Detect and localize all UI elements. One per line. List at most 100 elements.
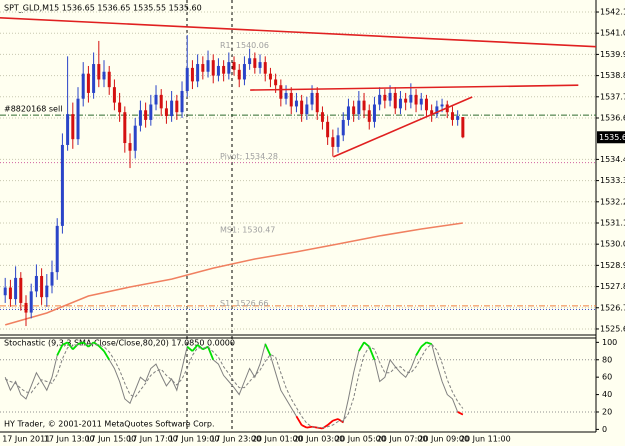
candle-body (237, 69, 241, 80)
stochastic-zone (103, 350, 110, 361)
stochastic-zone (332, 418, 339, 422)
y-tick-label: 1527.85 (600, 282, 625, 291)
level-label: S1: 1526.66 (220, 299, 269, 308)
candle-body (388, 92, 392, 101)
chart-title: SPT_GLD,M15 1536.65 1536.65 1535.55 1535… (4, 4, 202, 13)
stochastic-zone (301, 424, 308, 429)
candle-body (24, 302, 28, 313)
x-tick-label: 20 Jun 01:00 (252, 435, 303, 444)
x-tick-label: 17 Jun 19:00 (169, 435, 220, 444)
y-tick-label: 0 (602, 425, 607, 434)
candle-body (336, 135, 340, 147)
candle-body (97, 64, 101, 80)
candle-body (341, 119, 345, 136)
y-tick-label: 1534.45 (600, 155, 625, 164)
candle-body (331, 137, 335, 147)
x-tick-label: 20 Jun 09:00 (418, 435, 469, 444)
y-tick-label: 1536.60 (600, 113, 625, 122)
x-tick-label: 17 Jun 2011 (2, 435, 50, 444)
candle-body (456, 116, 460, 120)
candle-body (393, 92, 397, 109)
candle-body (378, 94, 382, 105)
candle-body (180, 91, 184, 113)
y-tick-label: 1530.05 (600, 240, 625, 249)
candle-body (8, 287, 12, 300)
candle-body (352, 106, 356, 115)
candle-body (362, 100, 366, 111)
stochastic-zone (426, 341, 432, 345)
stochastic-line (4, 343, 464, 429)
stochastic-zone (368, 346, 376, 361)
candle-body (461, 117, 465, 138)
stochastic-zone (98, 345, 105, 352)
candle-body (81, 73, 85, 99)
candle-body (19, 277, 23, 303)
candle-body (320, 112, 324, 122)
stochastic-zone (415, 346, 423, 356)
candle-body (305, 104, 309, 115)
x-tick-label: 17 Jun 17:00 (127, 435, 178, 444)
candle-body (300, 100, 304, 115)
y-tick-label: 60 (602, 373, 612, 382)
stochastic-zone (56, 344, 64, 356)
y-tick-label: 1532.25 (600, 197, 625, 206)
x-tick-label: 20 Jun 11:00 (460, 435, 511, 444)
y-tick-label: 20 (602, 407, 612, 416)
y-tick-label: 1528.95 (600, 261, 625, 270)
candle-body (253, 58, 257, 68)
candle-body (154, 94, 158, 105)
stochastic-zone (327, 419, 334, 426)
candle-body (216, 65, 220, 76)
stochastic-zone (306, 425, 313, 429)
candle-body (149, 104, 153, 120)
candle-body (3, 287, 7, 296)
candle-body (430, 110, 434, 115)
candle-body (263, 62, 267, 74)
candle-body (40, 275, 44, 298)
y-tick-label: 1533.35 (600, 176, 625, 185)
candle-body (310, 92, 314, 105)
candle-body (206, 60, 210, 72)
candle-body (133, 125, 137, 151)
stochastic-zone (191, 344, 199, 352)
y-tick-label: 100 (602, 338, 617, 347)
candle-body (222, 65, 226, 74)
stochastic-zone (363, 341, 370, 348)
candle-body (409, 94, 413, 103)
candle-body (112, 87, 116, 103)
y-tick-label: 1526.75 (600, 303, 625, 312)
candle-body (372, 104, 376, 122)
candle-body (66, 114, 70, 145)
x-tick-label: 20 Jun 05:00 (335, 435, 386, 444)
trend-line (0, 16, 597, 48)
candle-body (196, 64, 200, 82)
candle-body (450, 112, 454, 120)
candle-body (128, 143, 132, 151)
candle-body (170, 100, 174, 117)
candle-body (118, 102, 122, 113)
candle-body (326, 121, 330, 138)
candle-body (14, 277, 18, 300)
stochastic-zone (457, 411, 464, 416)
candle-body (274, 79, 278, 86)
level-label: Pivot: 1534.28 (220, 152, 278, 161)
stochastic-zone (77, 341, 84, 345)
x-tick-label: 20 Jun 03:00 (293, 435, 344, 444)
stochastic-zone (186, 346, 194, 352)
candle-body (123, 112, 127, 144)
y-tick-label: 1537.70 (600, 92, 625, 101)
candle-body (268, 73, 272, 80)
stochastic-zone (295, 415, 303, 426)
stochastic-zone (264, 343, 272, 356)
stochastic-zone (207, 346, 215, 361)
candle-body (346, 106, 350, 120)
y-tick-label: 80 (602, 355, 612, 364)
candle-body (45, 285, 49, 298)
candle-body (289, 92, 293, 107)
candle-body (398, 98, 402, 109)
candle-body (414, 94, 418, 105)
stochastic-zone (358, 341, 365, 352)
candle-body (138, 110, 142, 126)
x-tick-label: 20 Jun 07:00 (377, 435, 428, 444)
